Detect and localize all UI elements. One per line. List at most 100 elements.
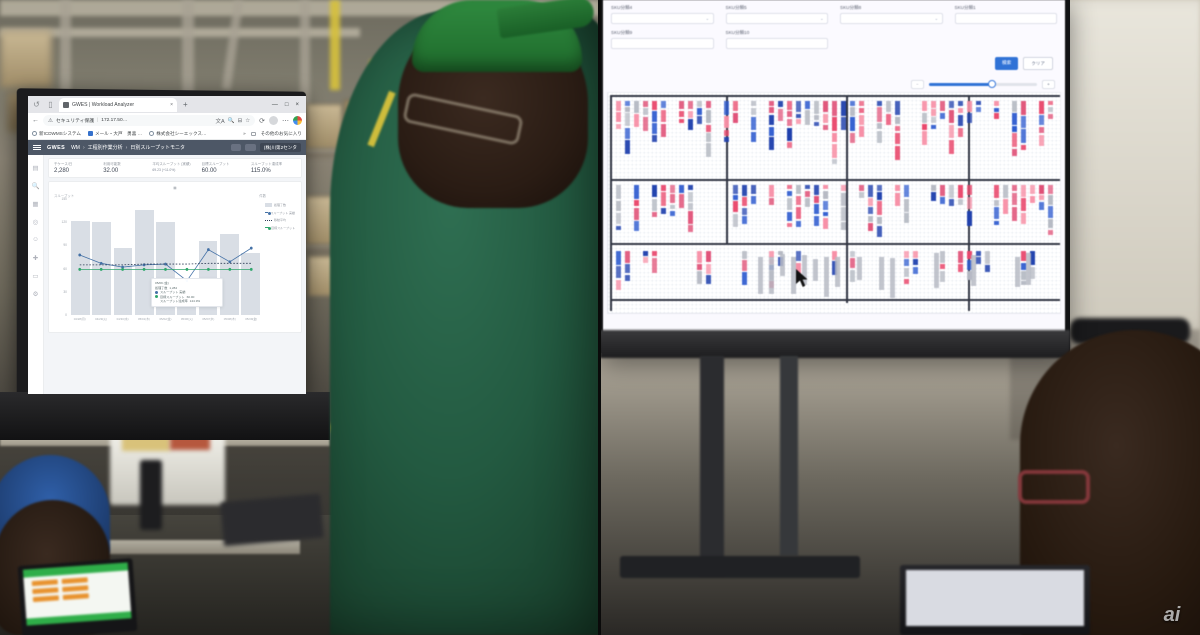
map-slot[interactable] (769, 251, 774, 258)
map-slot[interactable] (742, 185, 747, 196)
map-slot[interactable] (751, 116, 756, 131)
map-slot[interactable] (670, 194, 675, 204)
new-tab-icon[interactable]: + (183, 100, 188, 109)
map-slot[interactable] (787, 142, 792, 148)
map-slot[interactable] (949, 109, 954, 124)
map-slot[interactable] (796, 101, 801, 113)
map-slot[interactable] (1012, 101, 1017, 112)
map-slot[interactable] (994, 101, 999, 107)
map-slot[interactable] (940, 101, 945, 112)
map-slot[interactable] (895, 116, 900, 125)
map-slot[interactable] (985, 251, 990, 264)
more-menu-icon[interactable]: ⋯ (282, 117, 289, 125)
map-slot[interactable] (832, 101, 837, 116)
target-icon[interactable]: ◎ (32, 218, 39, 226)
map-slot[interactable] (1012, 133, 1017, 148)
map-slot[interactable] (679, 110, 684, 118)
map-slot[interactable] (625, 113, 630, 127)
map-slot[interactable] (814, 115, 819, 121)
map-slot[interactable] (931, 192, 936, 201)
map-slot[interactable] (616, 200, 621, 212)
map-slot-allocated[interactable] (780, 253, 785, 277)
list-item[interactable] (32, 595, 60, 603)
chart-point[interactable] (99, 267, 103, 271)
map-slot[interactable] (1021, 116, 1026, 128)
map-slot[interactable] (706, 109, 711, 124)
map-slot[interactable] (688, 110, 693, 118)
sku-category-4-select[interactable]: ⌄ (611, 13, 714, 24)
chart-point[interactable] (207, 248, 210, 252)
map-slot[interactable] (1012, 126, 1017, 132)
map-slot[interactable] (931, 185, 936, 191)
map-slot[interactable] (778, 108, 783, 122)
map-slot[interactable] (958, 101, 963, 107)
map-slot-allocated[interactable] (1026, 253, 1031, 285)
map-slot[interactable] (994, 113, 999, 120)
map-slot[interactable] (706, 275, 711, 284)
map-slot[interactable] (742, 272, 747, 286)
map-slot-allocated[interactable] (971, 254, 976, 287)
map-slot[interactable] (958, 127, 963, 137)
map-slot[interactable] (670, 210, 675, 217)
list-item[interactable] (31, 579, 58, 587)
map-slot[interactable] (634, 207, 639, 220)
map-slot[interactable] (904, 259, 909, 267)
map-slot[interactable] (1039, 195, 1044, 201)
map-slot[interactable] (814, 196, 819, 203)
map-slot[interactable] (796, 262, 801, 274)
sku-category-1-input[interactable] (954, 13, 1057, 24)
map-slot[interactable] (940, 185, 945, 196)
map-slot[interactable] (949, 139, 954, 155)
map-slot[interactable] (814, 185, 819, 195)
map-slot[interactable] (814, 101, 819, 114)
map-slot[interactable] (733, 112, 738, 124)
map-slot[interactable] (679, 101, 684, 110)
map-slot[interactable] (823, 200, 828, 211)
user-icon[interactable]: ☺ (32, 236, 39, 243)
map-slot[interactable] (1012, 206, 1017, 221)
map-slot[interactable] (877, 185, 882, 191)
map-slot[interactable] (661, 185, 666, 191)
map-slot[interactable] (949, 199, 954, 207)
minimize-button[interactable]: — (271, 101, 278, 108)
map-slot[interactable] (877, 192, 882, 200)
map-slot[interactable] (1003, 199, 1008, 215)
map-slot[interactable] (904, 198, 909, 212)
map-slot[interactable] (994, 199, 999, 206)
map-slot[interactable] (733, 185, 738, 194)
map-slot[interactable] (940, 112, 945, 119)
address-bar[interactable]: ⚠ セキュリティ保護 | 172.17.50… 文A 🔍 ⊟ ☆ (43, 115, 256, 126)
map-slot[interactable] (724, 101, 729, 115)
map-slot[interactable] (832, 132, 837, 143)
map-slot[interactable] (751, 107, 756, 116)
map-slot[interactable] (805, 110, 810, 125)
map-slot[interactable] (787, 211, 792, 222)
map-slot[interactable] (859, 192, 864, 199)
bookmark-star-icon[interactable]: ☆ (245, 117, 251, 124)
map-slot[interactable] (1030, 251, 1035, 266)
map-slot[interactable] (787, 190, 792, 196)
map-slot[interactable] (877, 225, 882, 237)
profile-avatar-icon[interactable] (269, 116, 278, 125)
map-slot[interactable] (877, 101, 882, 106)
map-slot[interactable] (697, 264, 702, 270)
map-slot[interactable] (661, 101, 666, 109)
map-slot[interactable] (895, 125, 900, 132)
map-slot[interactable] (913, 259, 918, 266)
map-slot[interactable] (643, 108, 648, 116)
map-slot[interactable] (886, 113, 891, 125)
map-slot[interactable] (652, 101, 657, 110)
map-slot[interactable] (823, 113, 828, 124)
map-slot[interactable] (796, 185, 801, 195)
map-slot[interactable] (1012, 185, 1017, 192)
map-slot[interactable] (616, 279, 621, 290)
map-slot[interactable] (769, 198, 774, 205)
map-slot[interactable] (796, 119, 801, 125)
map-slot[interactable] (814, 215, 819, 227)
map-slot[interactable] (922, 101, 927, 112)
map-slot[interactable] (661, 109, 666, 123)
list-item[interactable] (62, 585, 89, 593)
map-slot[interactable] (742, 216, 747, 224)
map-slot[interactable] (706, 263, 711, 274)
map-slot[interactable] (634, 114, 639, 128)
